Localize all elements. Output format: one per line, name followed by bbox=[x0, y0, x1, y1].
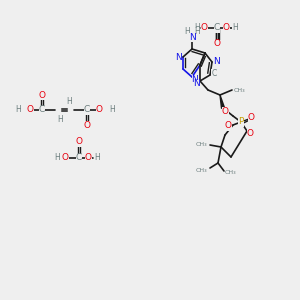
Text: O: O bbox=[85, 154, 92, 163]
Text: H: H bbox=[184, 28, 190, 37]
Text: CH₃: CH₃ bbox=[195, 167, 207, 172]
Text: H: H bbox=[66, 97, 72, 106]
Text: O: O bbox=[214, 40, 220, 49]
Text: O: O bbox=[61, 154, 68, 163]
Text: H: H bbox=[54, 152, 60, 161]
Polygon shape bbox=[220, 95, 224, 108]
Text: O: O bbox=[223, 23, 230, 32]
Text: N: N bbox=[189, 32, 195, 41]
Text: C: C bbox=[212, 68, 217, 77]
Text: O: O bbox=[221, 106, 229, 116]
Text: H: H bbox=[94, 152, 100, 161]
Text: H: H bbox=[232, 22, 238, 32]
Text: O: O bbox=[38, 91, 46, 100]
Text: C: C bbox=[84, 106, 90, 115]
Text: CH₃: CH₃ bbox=[234, 88, 246, 92]
Text: C: C bbox=[214, 23, 220, 32]
Text: H: H bbox=[15, 104, 21, 113]
Text: O: O bbox=[76, 137, 82, 146]
Text: N: N bbox=[192, 74, 198, 83]
Text: O: O bbox=[247, 128, 254, 137]
Text: C: C bbox=[39, 106, 45, 115]
Text: O: O bbox=[224, 122, 232, 130]
Text: H: H bbox=[194, 28, 200, 37]
Text: H: H bbox=[57, 115, 63, 124]
Text: N: N bbox=[176, 52, 182, 62]
Text: O: O bbox=[26, 106, 34, 115]
Text: N: N bbox=[213, 58, 219, 67]
Text: N: N bbox=[194, 80, 200, 88]
Text: O: O bbox=[248, 112, 254, 122]
Text: C: C bbox=[76, 154, 82, 163]
Text: O: O bbox=[95, 106, 103, 115]
Text: CH₃: CH₃ bbox=[195, 142, 207, 146]
Text: H: H bbox=[109, 104, 115, 113]
Text: CH₃: CH₃ bbox=[225, 170, 237, 175]
Text: H: H bbox=[194, 22, 200, 32]
Text: O: O bbox=[83, 121, 91, 130]
Text: P: P bbox=[238, 118, 244, 127]
Text: O: O bbox=[200, 23, 208, 32]
